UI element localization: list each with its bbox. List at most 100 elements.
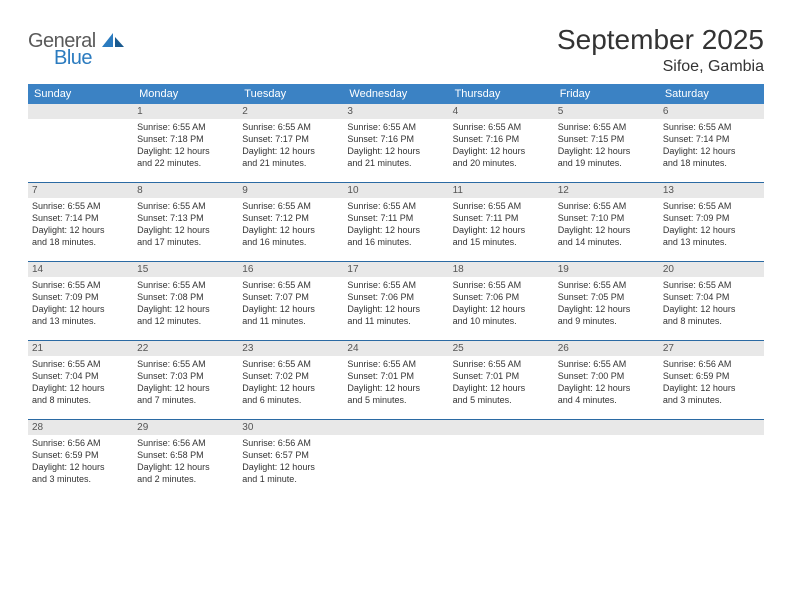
- day-body: Sunrise: 6:55 AMSunset: 7:14 PMDaylight:…: [659, 119, 764, 174]
- logo: General Blue: [28, 24, 124, 70]
- day-daylight2: and 21 minutes.: [242, 157, 339, 169]
- day-daylight2: and 7 minutes.: [137, 394, 234, 406]
- day-number: 11: [449, 183, 554, 198]
- day-sunset: Sunset: 7:18 PM: [137, 133, 234, 145]
- day-daylight2: and 17 minutes.: [137, 236, 234, 248]
- day-body: Sunrise: 6:56 AMSunset: 6:59 PMDaylight:…: [28, 435, 133, 490]
- day-daylight2: and 13 minutes.: [32, 315, 129, 327]
- day-sunset: Sunset: 7:14 PM: [32, 212, 129, 224]
- calendar-day-cell: 19Sunrise: 6:55 AMSunset: 7:05 PMDayligh…: [554, 262, 659, 340]
- calendar-day-cell: 24Sunrise: 6:55 AMSunset: 7:01 PMDayligh…: [343, 341, 448, 419]
- day-daylight2: and 20 minutes.: [453, 157, 550, 169]
- day-daylight2: and 3 minutes.: [32, 473, 129, 485]
- day-sunset: Sunset: 7:16 PM: [453, 133, 550, 145]
- weekday-header-row: Sunday Monday Tuesday Wednesday Thursday…: [28, 84, 764, 104]
- day-body: Sunrise: 6:55 AMSunset: 7:09 PMDaylight:…: [659, 198, 764, 253]
- calendar-day-cell: [554, 420, 659, 498]
- weekday-header: Thursday: [449, 84, 554, 104]
- day-daylight1: Daylight: 12 hours: [453, 303, 550, 315]
- day-sunrise: Sunrise: 6:55 AM: [32, 279, 129, 291]
- page-header: General Blue September 2025 Sifoe, Gambi…: [28, 24, 764, 76]
- day-daylight1: Daylight: 12 hours: [137, 303, 234, 315]
- day-daylight1: Daylight: 12 hours: [242, 145, 339, 157]
- day-body: Sunrise: 6:55 AMSunset: 7:16 PMDaylight:…: [449, 119, 554, 174]
- day-number: 3: [343, 104, 448, 119]
- day-sunset: Sunset: 7:17 PM: [242, 133, 339, 145]
- calendar-day-cell: 2 Sunrise: 6:55 AMSunset: 7:17 PMDaylight…: [238, 104, 343, 182]
- day-sunset: Sunset: 7:15 PM: [558, 133, 655, 145]
- day-number: 2: [238, 104, 343, 119]
- day-daylight1: Daylight: 12 hours: [558, 145, 655, 157]
- day-sunrise: Sunrise: 6:55 AM: [242, 121, 339, 133]
- day-sunset: Sunset: 7:00 PM: [558, 370, 655, 382]
- day-daylight1: Daylight: 12 hours: [558, 303, 655, 315]
- calendar-day-cell: [449, 420, 554, 498]
- day-daylight2: and 8 minutes.: [32, 394, 129, 406]
- day-body: [449, 435, 554, 441]
- day-daylight1: Daylight: 12 hours: [453, 224, 550, 236]
- day-body: Sunrise: 6:55 AMSunset: 7:02 PMDaylight:…: [238, 356, 343, 411]
- calendar-week: 7Sunrise: 6:55 AMSunset: 7:14 PMDaylight…: [28, 182, 764, 261]
- day-daylight1: Daylight: 12 hours: [137, 382, 234, 394]
- calendar-week: 21Sunrise: 6:55 AMSunset: 7:04 PMDayligh…: [28, 340, 764, 419]
- day-body: Sunrise: 6:55 AMSunset: 7:14 PMDaylight:…: [28, 198, 133, 253]
- day-sunrise: Sunrise: 6:55 AM: [663, 121, 760, 133]
- day-body: Sunrise: 6:56 AMSunset: 6:59 PMDaylight:…: [659, 356, 764, 411]
- day-daylight2: and 18 minutes.: [32, 236, 129, 248]
- day-body: Sunrise: 6:55 AMSunset: 7:08 PMDaylight:…: [133, 277, 238, 332]
- day-daylight1: Daylight: 12 hours: [242, 303, 339, 315]
- calendar-day-cell: 29Sunrise: 6:56 AMSunset: 6:58 PMDayligh…: [133, 420, 238, 498]
- calendar-day-cell: 17Sunrise: 6:55 AMSunset: 7:06 PMDayligh…: [343, 262, 448, 340]
- weekday-header: Friday: [554, 84, 659, 104]
- day-daylight2: and 8 minutes.: [663, 315, 760, 327]
- day-daylight2: and 13 minutes.: [663, 236, 760, 248]
- weeks-container: 1Sunrise: 6:55 AMSunset: 7:18 PMDaylight…: [28, 104, 764, 498]
- day-number: 24: [343, 341, 448, 356]
- day-daylight2: and 14 minutes.: [558, 236, 655, 248]
- day-sunset: Sunset: 7:11 PM: [347, 212, 444, 224]
- day-number: 14: [28, 262, 133, 277]
- day-daylight2: and 2 minutes.: [137, 473, 234, 485]
- day-daylight1: Daylight: 12 hours: [32, 303, 129, 315]
- day-daylight2: and 16 minutes.: [242, 236, 339, 248]
- calendar-day-cell: [343, 420, 448, 498]
- calendar-day-cell: 28Sunrise: 6:56 AMSunset: 6:59 PMDayligh…: [28, 420, 133, 498]
- day-sunrise: Sunrise: 6:55 AM: [137, 200, 234, 212]
- logo-text-blue: Blue: [54, 47, 124, 70]
- day-sunset: Sunset: 7:07 PM: [242, 291, 339, 303]
- day-daylight2: and 6 minutes.: [242, 394, 339, 406]
- day-daylight2: and 10 minutes.: [453, 315, 550, 327]
- day-sunset: Sunset: 7:12 PM: [242, 212, 339, 224]
- day-sunset: Sunset: 7:10 PM: [558, 212, 655, 224]
- day-daylight1: Daylight: 12 hours: [558, 382, 655, 394]
- day-sunset: Sunset: 7:01 PM: [453, 370, 550, 382]
- calendar-day-cell: 6Sunrise: 6:55 AMSunset: 7:14 PMDaylight…: [659, 104, 764, 182]
- day-number: 13: [659, 183, 764, 198]
- calendar-day-cell: 9Sunrise: 6:55 AMSunset: 7:12 PMDaylight…: [238, 183, 343, 261]
- day-daylight2: and 22 minutes.: [137, 157, 234, 169]
- calendar-day-cell: 1Sunrise: 6:55 AMSunset: 7:18 PMDaylight…: [133, 104, 238, 182]
- day-body: Sunrise: 6:55 AMSunset: 7:03 PMDaylight:…: [133, 356, 238, 411]
- day-sunset: Sunset: 7:11 PM: [453, 212, 550, 224]
- day-body: Sunrise: 6:55 AMSunset: 7:15 PMDaylight:…: [554, 119, 659, 174]
- day-sunrise: Sunrise: 6:55 AM: [347, 358, 444, 370]
- weekday-header: Sunday: [28, 84, 133, 104]
- day-number: 28: [28, 420, 133, 435]
- day-daylight2: and 21 minutes.: [347, 157, 444, 169]
- day-body: [343, 435, 448, 441]
- day-body: Sunrise: 6:55 AMSunset: 7:16 PMDaylight:…: [343, 119, 448, 174]
- day-sunrise: Sunrise: 6:56 AM: [242, 437, 339, 449]
- day-number: [28, 104, 133, 119]
- day-sunrise: Sunrise: 6:55 AM: [453, 200, 550, 212]
- day-daylight2: and 18 minutes.: [663, 157, 760, 169]
- day-daylight1: Daylight: 12 hours: [663, 382, 760, 394]
- day-daylight2: and 5 minutes.: [347, 394, 444, 406]
- calendar-day-cell: 26Sunrise: 6:55 AMSunset: 7:00 PMDayligh…: [554, 341, 659, 419]
- day-body: Sunrise: 6:55 AMSunset: 7:06 PMDaylight:…: [343, 277, 448, 332]
- calendar-day-cell: [28, 104, 133, 182]
- day-sunset: Sunset: 7:02 PM: [242, 370, 339, 382]
- day-daylight2: and 5 minutes.: [453, 394, 550, 406]
- day-sunrise: Sunrise: 6:55 AM: [347, 200, 444, 212]
- calendar-day-cell: 23Sunrise: 6:55 AMSunset: 7:02 PMDayligh…: [238, 341, 343, 419]
- day-body: Sunrise: 6:55 AMSunset: 7:13 PMDaylight:…: [133, 198, 238, 253]
